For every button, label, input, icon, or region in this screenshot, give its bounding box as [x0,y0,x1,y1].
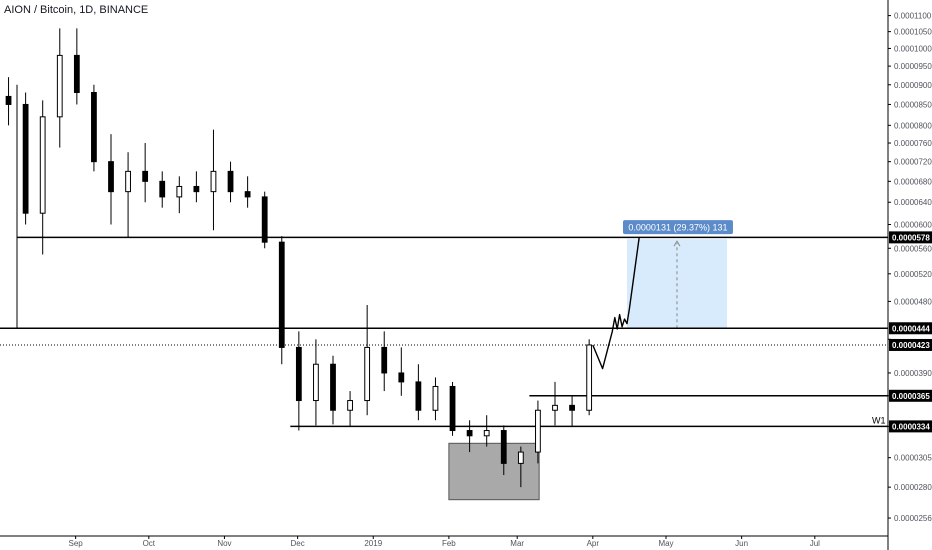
y-tick-label: 0.0000305 [894,454,932,463]
candle-body [432,385,439,411]
candle-body [381,346,388,374]
x-tick-label: Nov [217,539,231,548]
candle-body [39,116,46,214]
x-tick-label: Feb [442,539,456,548]
candle-body [295,346,302,402]
y-tick-label: 0.0000850 [894,100,932,109]
price-tag-label: 0.0000334 [892,422,930,431]
y-tick-label: 0.0000600 [894,220,932,229]
candle-body [398,372,405,383]
projection-layer [592,237,640,370]
y-tick-label: 0.0000280 [894,483,932,492]
chart-header: AION / Bitcoin, 1D, BINANCE [4,4,149,16]
candle-body [142,170,149,182]
x-tick-label: May [658,539,673,548]
levels-layer: W1 [0,84,888,428]
y-tick-label: 0.0000560 [894,244,932,253]
x-tick-label: Mar [510,539,524,548]
y-tick-label: 0.0000480 [894,297,932,306]
y-tick-label: 0.0000950 [894,62,932,71]
y-tick-label: 0.0000520 [894,270,932,279]
candle-body [313,363,319,402]
candle-body [125,170,131,193]
candle-body [552,404,558,411]
candle-body [261,196,268,243]
candle-body [244,191,251,198]
price-tag [889,338,932,351]
y-tick-label: 0.0000800 [894,121,932,130]
price-tag [889,389,932,402]
projection-path [592,237,640,370]
candle-body [22,103,29,214]
price-tag [889,420,932,433]
x-tick-label: Apr [587,539,600,548]
candle-body [176,185,183,198]
x-tick-label: Jun [735,539,748,548]
price-tag-label: 0.0000423 [892,341,930,350]
y-tick-label: 0.0001000 [894,44,932,53]
candles-layer [5,28,593,488]
y-tick-label: 0.0000256 [894,514,932,523]
price-tag-label: 0.0000444 [892,324,930,333]
price-tag [889,231,932,244]
candle-body [193,185,200,193]
x-tick-label: Dec [291,539,305,548]
candle-body [586,344,593,411]
price-tag-label: 0.0000365 [892,392,930,401]
candle-body [517,451,524,464]
price-tags-layer: 0.0000578 0.0000444 0.0000365 0.0000334 0.00… [889,231,932,433]
candle-body [415,381,422,411]
candle-body [91,91,97,163]
x-tick-label: Sep [69,539,84,548]
y-tick-label: 0.0001050 [894,28,932,37]
x-tick-label: Oct [143,539,156,548]
candle-body [347,400,353,411]
candle-body [500,430,507,464]
candle-body [466,430,473,437]
target-label: 0.0000131 (29.37%) 131 [628,223,727,233]
x-tick-label: Jul [810,539,820,548]
price-tag-label: 0.0000578 [892,233,930,242]
candle-body [56,54,63,118]
candle-body [5,95,12,105]
y-tick-label: 0.0000640 [894,198,932,207]
target-label-box [622,220,733,235]
candle-body [227,170,234,193]
candle-body [569,404,575,411]
candle-body [159,180,166,198]
price-tag [889,322,932,335]
accumulation-zone [448,442,540,501]
candle-body [278,241,285,348]
target-zone-arrowhead [673,240,681,247]
y-tick-label: 0.0001100 [894,12,932,21]
candle-body [449,385,456,432]
y-tick-label: 0.0000760 [894,139,932,148]
candle-body [73,54,80,93]
x-tick-label: 2019 [364,539,382,548]
candle-body [210,170,217,193]
y-tick-label: 0.0000720 [894,158,932,167]
y-tick-label: 0.0000900 [894,81,932,90]
candle-body [535,409,541,453]
w1-label: W1 [872,415,886,425]
candle-body [483,430,490,437]
y-tick-label: 0.0000390 [894,369,932,378]
zones-layer: 0.0000131 (29.37%) 131 [448,220,733,501]
candle-body [364,346,371,402]
candle-body [108,161,114,193]
candle-body [330,363,336,411]
y-tick-label: 0.0000680 [894,177,932,186]
